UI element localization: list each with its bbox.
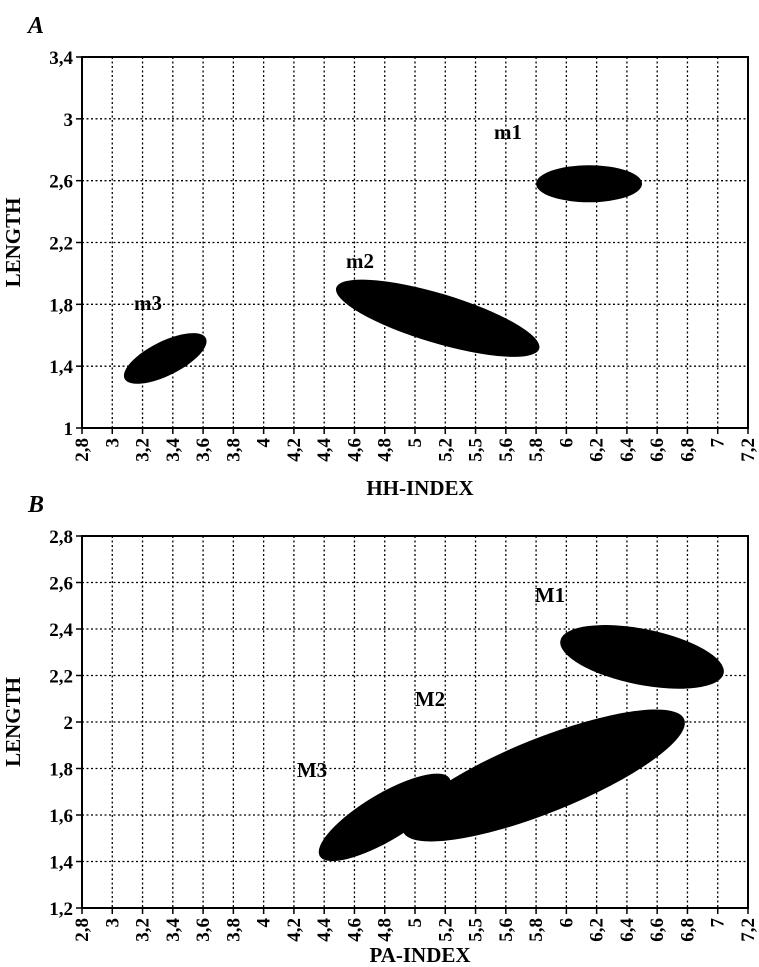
region-label-m2: M2 [415,687,445,711]
x-tick-label: 6,2 [587,918,608,942]
region-label-m1: M1 [535,583,565,607]
y-tick-label: 1,4 [49,357,73,378]
x-tick-label: 6 [556,438,577,448]
x-tick-label: 6,2 [587,438,608,462]
x-tick-label: 5,6 [496,438,517,462]
region-label-m3: M3 [297,758,327,782]
x-tick-label: 2,8 [72,918,93,942]
x-tick-label: 2,8 [72,438,93,462]
x-tick-label: 3,4 [163,438,184,462]
x-tick-label: 6,4 [617,438,638,462]
x-tick-label: 5,2 [435,918,456,942]
y-tick-label: 2,6 [49,574,73,595]
x-tick-label: 7,2 [738,438,759,462]
x-tick-label: 4,8 [375,918,396,942]
x-tick-label: 5,8 [526,438,547,462]
x-tick-label: 3,6 [193,438,214,462]
y-tick-label: 2 [64,713,74,734]
x-tick-label: 4,2 [284,918,305,942]
x-tick-label: 7 [708,918,729,928]
x-tick-label: 6,6 [647,438,668,462]
x-tick-label: 5 [405,918,426,928]
panel-letter: A [26,13,44,39]
x-tick-label: 5,5 [466,438,487,462]
region-m3 [123,333,207,384]
y-axis-title: LENGTH [1,677,25,767]
x-tick-label: 5,5 [466,918,487,942]
x-tick-label: 4,6 [344,438,365,462]
y-tick-label: 2,6 [49,172,73,193]
y-tick-label: 1,8 [49,760,73,781]
x-tick-label: 6,8 [677,438,698,462]
x-tick-label: 7 [708,438,729,448]
x-tick-label: 4,2 [284,438,305,462]
x-tick-label: 6,4 [617,918,638,942]
y-tick-label: 2,2 [49,667,73,688]
region-m1 [560,625,724,689]
region-m1 [536,165,643,203]
x-tick-label: 4,4 [314,918,335,942]
x-tick-label: 4 [254,438,275,448]
region-label-m3: m3 [134,291,162,315]
region-m2 [402,709,685,842]
x-tick-label: 3,8 [223,918,244,942]
x-tick-label: 6 [556,918,577,928]
y-tick-label: 1,4 [49,853,73,874]
y-tick-label: 1 [64,419,74,440]
y-tick-label: 2,8 [49,527,73,548]
y-tick-label: 3 [64,110,74,131]
y-tick-label: 2,2 [49,234,73,255]
y-tick-label: 1,2 [49,899,73,920]
y-tick-label: 1,8 [49,295,73,316]
region-label-m2: m2 [346,249,374,273]
x-tick-label: 3,2 [133,438,154,462]
x-tick-label: 7,2 [738,918,759,942]
y-tick-label: 3,4 [49,48,73,69]
x-tick-label: 4,4 [314,438,335,462]
x-tick-label: 4 [254,918,275,928]
x-tick-label: 5 [405,438,426,448]
x-tick-label: 5,8 [526,918,547,942]
x-tick-label: 3,2 [133,918,154,942]
y-tick-label: 2,4 [49,620,73,641]
x-tick-label: 5,2 [435,438,456,462]
panel-letter: B [27,492,44,518]
x-axis-title: HH-INDEX [366,476,473,500]
x-axis-title: PA-INDEX [369,943,470,967]
chart-panel-a: A 2,8 3 3,2 3,4 3,6 3,8 4 4,2 4,4 4,6 4,8 5 5,2 5,5 5,6… [1,13,759,500]
x-tick-label: 4,8 [375,438,396,462]
y-axis-title: LENGTH [1,198,25,288]
x-tick-label: 5,6 [496,918,517,942]
x-tick-label: 3,6 [193,918,214,942]
region-m2 [335,279,540,357]
x-tick-label: 6,8 [677,918,698,942]
x-tick-label: 3,8 [223,438,244,462]
chart-panel-b: B2,8 3 3,2 3,4 3,6 3,8 4 4,2 4,4 4,6 4,8 5 5,2 5,5 5,6… [1,492,759,967]
region-m3 [318,773,451,862]
region-label-m1: m1 [494,120,522,144]
x-tick-label: 3 [102,918,123,928]
x-tick-label: 3,4 [163,918,184,942]
x-tick-label: 3 [102,438,123,448]
x-tick-label: 6,6 [647,918,668,942]
x-tick-label: 4,6 [344,918,365,942]
y-tick-label: 1,6 [49,806,73,827]
